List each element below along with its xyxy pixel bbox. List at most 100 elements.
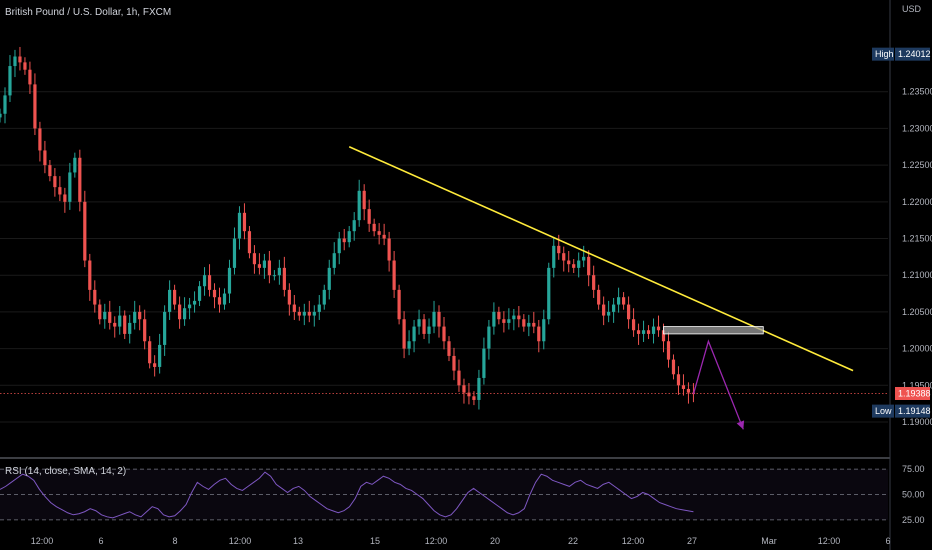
candle xyxy=(13,49,17,78)
candle xyxy=(362,184,366,221)
projection-path[interactable] xyxy=(692,339,744,430)
candle xyxy=(53,168,57,197)
candle xyxy=(73,152,77,178)
candle xyxy=(8,55,12,103)
y-tick-label: 1.23000 xyxy=(902,123,932,133)
candle xyxy=(357,179,361,227)
candle xyxy=(227,259,232,304)
candle xyxy=(217,287,222,313)
candle xyxy=(212,283,217,309)
candle xyxy=(387,231,391,272)
y-tick-label: 1.23500 xyxy=(902,87,932,97)
candle xyxy=(666,331,671,368)
candle xyxy=(262,253,267,279)
candle xyxy=(28,61,32,94)
candle xyxy=(18,46,22,71)
candle xyxy=(681,374,686,396)
last-price-value: 1.19388 xyxy=(898,389,931,399)
candle xyxy=(597,284,601,310)
candle xyxy=(93,280,97,313)
candle xyxy=(317,295,321,320)
resistance-zone[interactable] xyxy=(663,326,764,335)
candle xyxy=(651,318,656,344)
candle xyxy=(592,265,596,298)
candle xyxy=(163,305,167,356)
candle xyxy=(547,262,551,325)
candle xyxy=(646,325,651,340)
candle xyxy=(631,308,636,337)
y-tick-label: 1.19000 xyxy=(902,417,932,427)
candle xyxy=(103,303,107,329)
x-tick-label: 22 xyxy=(568,536,578,546)
candle xyxy=(232,227,237,275)
candle xyxy=(492,302,496,335)
candle xyxy=(517,306,521,328)
candle xyxy=(83,190,87,268)
candle xyxy=(392,250,396,298)
candle xyxy=(432,300,436,334)
grid xyxy=(0,91,888,423)
candle xyxy=(187,297,192,320)
candle xyxy=(626,296,631,329)
candle xyxy=(462,378,466,404)
x-tick-label: 12:00 xyxy=(818,536,841,546)
candle xyxy=(173,284,177,310)
candle xyxy=(437,305,441,338)
candle xyxy=(352,212,356,241)
high-tag: High 1.24012 xyxy=(872,47,931,61)
candle xyxy=(377,223,381,245)
trendline[interactable] xyxy=(348,146,854,372)
low-tag-value: 1.19148 xyxy=(898,406,931,416)
y-tick-label: 1.21000 xyxy=(902,270,932,280)
rsi-level-label: 25.00 xyxy=(902,515,925,525)
candle xyxy=(507,308,511,330)
candle xyxy=(467,383,471,405)
candle xyxy=(302,303,306,326)
candle xyxy=(58,176,62,202)
rsi-line xyxy=(0,471,694,519)
price-axis[interactable]: 1.23500 1.23000 1.22500 1.22000 1.21500 1.210… xyxy=(902,87,932,427)
candle xyxy=(427,318,431,344)
candle xyxy=(133,300,137,330)
time-axis[interactable]: 12:00 6 8 12:00 13 15 12:00 20 22 12:00 27 Mar 12:00… xyxy=(31,536,891,546)
candle xyxy=(98,299,102,325)
low-tag-label: Low xyxy=(875,406,892,416)
candle xyxy=(397,284,401,325)
y-tick-label: 1.22500 xyxy=(902,160,932,170)
candle xyxy=(407,330,411,356)
x-tick-label: 12:00 xyxy=(425,536,448,546)
candle xyxy=(267,250,271,284)
candle xyxy=(676,366,681,395)
candle xyxy=(257,253,262,275)
chart-title: British Pound / U.S. Dollar, 1h, FXCM xyxy=(5,7,171,18)
candle xyxy=(43,140,47,174)
candle xyxy=(602,296,606,326)
candle xyxy=(636,323,641,345)
candle xyxy=(367,199,371,232)
candle xyxy=(123,310,127,340)
candle xyxy=(382,223,386,246)
candle xyxy=(63,187,67,213)
x-tick-label: 13 xyxy=(293,536,303,546)
candle xyxy=(287,283,291,316)
candle xyxy=(402,311,406,359)
candle xyxy=(207,264,212,297)
candle xyxy=(327,259,331,300)
candle xyxy=(247,226,252,259)
rsi-level-label: 75.00 xyxy=(902,464,925,474)
candle xyxy=(656,315,661,337)
x-tick-label: 20 xyxy=(490,536,500,546)
x-tick-label: 6 xyxy=(885,536,890,546)
candle xyxy=(417,309,421,335)
candle xyxy=(577,252,581,278)
candle xyxy=(562,246,566,272)
low-tag: Low 1.19148 xyxy=(872,404,931,418)
candle xyxy=(118,306,122,335)
x-tick-label: 27 xyxy=(687,536,697,546)
x-tick-label: 8 xyxy=(172,536,177,546)
candle xyxy=(482,337,486,385)
candle xyxy=(572,259,576,273)
candle xyxy=(322,284,326,310)
candle xyxy=(113,316,117,338)
